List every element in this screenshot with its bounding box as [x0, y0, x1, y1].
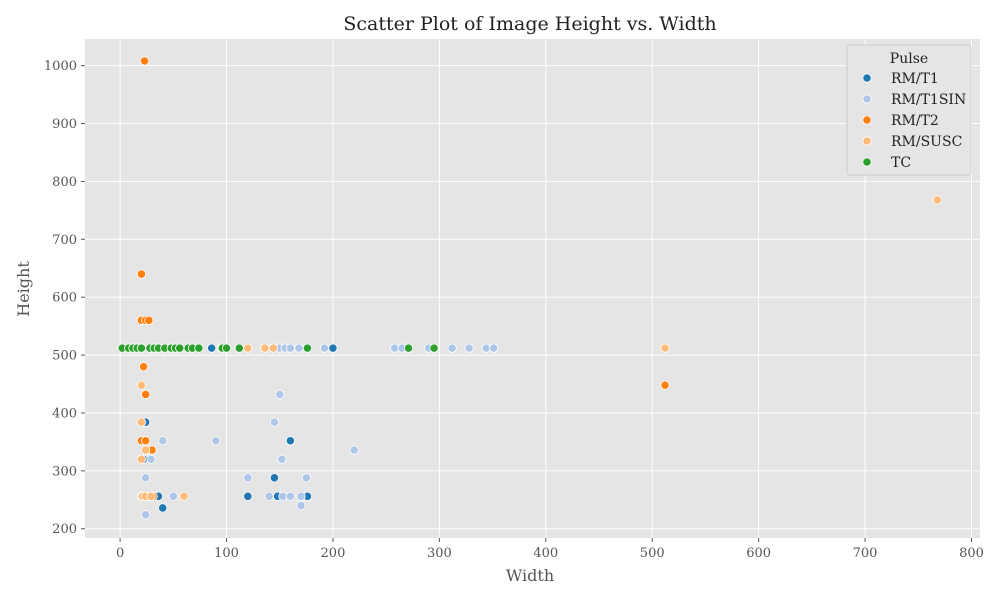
legend-marker — [862, 94, 872, 104]
data-point — [269, 417, 280, 427]
data-points — [117, 56, 943, 520]
data-point — [139, 56, 150, 66]
data-point — [179, 491, 189, 501]
plot-area — [85, 39, 980, 538]
data-point — [136, 454, 147, 464]
legend-label: RM/T1 — [891, 71, 939, 87]
x-tick-label: 0 — [116, 546, 124, 561]
y-axis-label: Height — [14, 261, 33, 317]
data-point — [660, 343, 670, 353]
data-point — [207, 343, 217, 353]
x-tick-label: 600 — [746, 546, 771, 561]
y-tick-label: 700 — [52, 233, 77, 248]
data-point — [141, 389, 151, 400]
legend-label: TC — [891, 155, 911, 171]
data-point — [211, 436, 221, 446]
x-tick-label: 400 — [533, 546, 558, 561]
data-point — [136, 417, 147, 427]
data-point — [277, 454, 287, 464]
y-tick-label: 600 — [52, 291, 77, 306]
y-tick-label: 300 — [52, 464, 77, 479]
data-point — [302, 343, 313, 353]
data-point — [269, 473, 280, 483]
data-point — [296, 500, 306, 511]
data-point — [175, 343, 185, 353]
x-tick-label: 300 — [427, 546, 452, 561]
data-point — [260, 343, 270, 353]
chart-title: Scatter Plot of Image Height vs. Width — [343, 13, 716, 35]
data-point — [294, 343, 304, 353]
data-point — [403, 343, 414, 353]
y-tick-label: 500 — [52, 349, 77, 364]
data-point — [447, 343, 457, 353]
x-axis-label: Width — [506, 566, 554, 585]
data-point — [328, 343, 338, 353]
legend-marker — [862, 115, 872, 125]
data-point — [141, 436, 151, 446]
grid-lines — [85, 39, 980, 538]
x-tick-label: 200 — [321, 546, 346, 561]
legend-title: Pulse — [890, 51, 928, 67]
data-point — [136, 343, 147, 353]
data-point — [136, 269, 147, 279]
legend-box — [846, 44, 972, 176]
legend-label: RM/SUSC — [891, 134, 962, 150]
data-point — [146, 491, 156, 501]
data-point — [138, 362, 149, 372]
data-point — [489, 343, 499, 353]
data-point — [285, 491, 295, 501]
legend-label: RM/T2 — [891, 113, 939, 129]
legend-label: RM/T1SIN — [891, 92, 966, 108]
data-point — [319, 343, 330, 353]
data-point — [464, 343, 474, 353]
y-tick-label: 200 — [52, 522, 77, 537]
data-point — [158, 503, 168, 513]
axis-ticks: 0 100 200 300 400 500 600 700 800 200 300 400 500 600… — [44, 59, 984, 561]
legend: Pulse RM/T1 RM/T1SIN RM/T2 RM/SUSC TC — [846, 44, 972, 176]
data-point — [285, 436, 295, 446]
data-point — [141, 473, 151, 483]
data-point — [349, 445, 359, 455]
data-point — [932, 195, 943, 205]
series-tc — [117, 343, 439, 353]
y-tick-label: 400 — [52, 406, 77, 421]
data-point — [221, 343, 232, 353]
data-point — [168, 491, 178, 501]
y-tick-label: 800 — [52, 175, 77, 190]
data-point — [660, 380, 670, 390]
data-point — [141, 445, 151, 455]
x-tick-label: 800 — [959, 546, 984, 561]
data-point — [234, 343, 244, 353]
data-point — [268, 343, 278, 353]
data-point — [144, 315, 154, 325]
data-point — [243, 491, 253, 501]
legend-marker — [862, 136, 872, 146]
data-point — [429, 343, 439, 353]
data-point — [136, 380, 147, 390]
data-point — [243, 473, 253, 483]
legend-marker — [862, 157, 872, 167]
data-point — [146, 454, 156, 464]
data-point — [194, 343, 204, 353]
legend-marker — [862, 73, 872, 83]
data-point — [141, 510, 151, 520]
data-point — [285, 343, 295, 353]
y-tick-label: 900 — [52, 117, 77, 132]
data-point — [243, 343, 253, 353]
data-point — [301, 473, 311, 483]
x-tick-label: 500 — [640, 546, 665, 561]
x-tick-label: 100 — [214, 546, 239, 561]
data-point — [264, 491, 274, 501]
y-tick-label: 1000 — [44, 59, 77, 74]
data-point — [158, 436, 168, 446]
x-tick-label: 700 — [853, 546, 878, 561]
data-point — [275, 389, 285, 400]
data-point — [296, 491, 306, 501]
series-rm-susc — [136, 195, 943, 501]
